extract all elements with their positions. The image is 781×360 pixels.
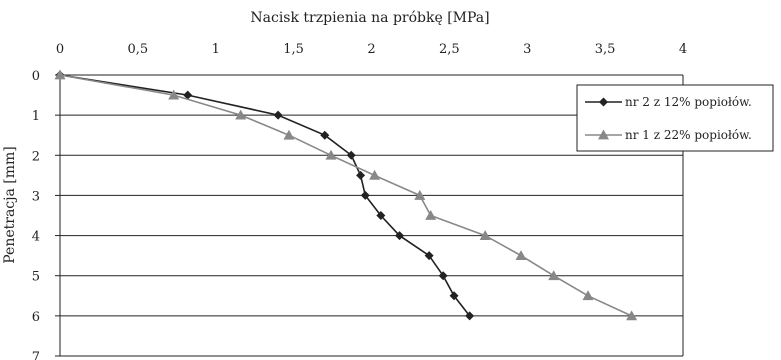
x-tick-label-4: 2: [367, 42, 375, 57]
y-tick-label-1: 1: [32, 109, 40, 124]
x-tick-labels: 0 0,5 1 1,5 2 2,5 3 3,5 4: [56, 42, 687, 57]
series-1-point-12: [465, 311, 475, 321]
y-tick-labels: 0 1 2 3 4 5 6 7: [32, 69, 40, 360]
series-1: [55, 70, 475, 321]
series-1-point-9: [424, 251, 434, 261]
series-2-point-2: [235, 109, 247, 120]
y-tick-label-7: 7: [32, 350, 40, 360]
series-1-point-4: [346, 150, 356, 160]
x-tick-label-3: 1,5: [283, 42, 304, 57]
x-tick-label-8: 4: [679, 42, 687, 57]
y-tick-label-4: 4: [32, 230, 40, 245]
x-tick-label-6: 3: [523, 42, 531, 57]
y-axis-label: Penetracja [mm]: [2, 146, 18, 264]
y-tick-label-0: 0: [32, 69, 40, 84]
x-tick-label-1: 0,5: [128, 42, 149, 57]
legend-marker-1: [599, 97, 608, 107]
series-2-point-5: [369, 169, 381, 180]
series-2-point-10: [548, 270, 560, 281]
series-1-point-2: [273, 110, 283, 120]
series-2-point-0: [54, 69, 66, 80]
legend-box: [576, 84, 774, 152]
y-tick-label-6: 6: [32, 310, 40, 325]
series-2-point-9: [515, 250, 527, 261]
series-1-point-5: [356, 170, 366, 180]
legend-label-2: nr 1 z 22% popiołów.: [625, 128, 752, 142]
series-1-point-3: [320, 130, 330, 140]
series-1-point-7: [376, 211, 386, 220]
series-1-point-10: [438, 271, 448, 281]
legend-label-1: nr 2 z 12% popiołów.: [625, 95, 752, 109]
legend: nr 2 z 12% popiołów. nr 1 z 22% popiołów.: [576, 84, 774, 152]
legend-marker-2: [598, 129, 609, 140]
series-2: [54, 69, 638, 321]
series-1-point-1: [183, 90, 193, 100]
series-group: [54, 69, 638, 321]
y-tick-label-5: 5: [32, 270, 40, 285]
series-2-point-3: [283, 129, 295, 140]
series-1-point-6: [360, 190, 370, 200]
y-tick-label-3: 3: [32, 189, 40, 204]
x-tick-label-7: 3,5: [595, 42, 616, 57]
series-2-point-12: [626, 310, 638, 321]
series-2-point-11: [582, 290, 594, 301]
chart-title: Nacisk trzpienia na próbkę [MPa]: [250, 10, 489, 26]
series-2-point-8: [479, 230, 491, 240]
x-tick-label-5: 2,5: [439, 42, 460, 57]
x-tick-label-0: 0: [56, 42, 64, 57]
x-tick-label-2: 1: [212, 42, 220, 57]
gridlines: [60, 74, 684, 357]
series-1-point-8: [395, 231, 405, 241]
series-2-point-1: [168, 89, 180, 100]
series-2-point-6: [414, 189, 426, 200]
series-2-point-7: [425, 210, 437, 220]
y-tick-label-2: 2: [32, 149, 40, 164]
series-1-point-11: [449, 291, 459, 301]
series-2-point-4: [325, 149, 337, 160]
